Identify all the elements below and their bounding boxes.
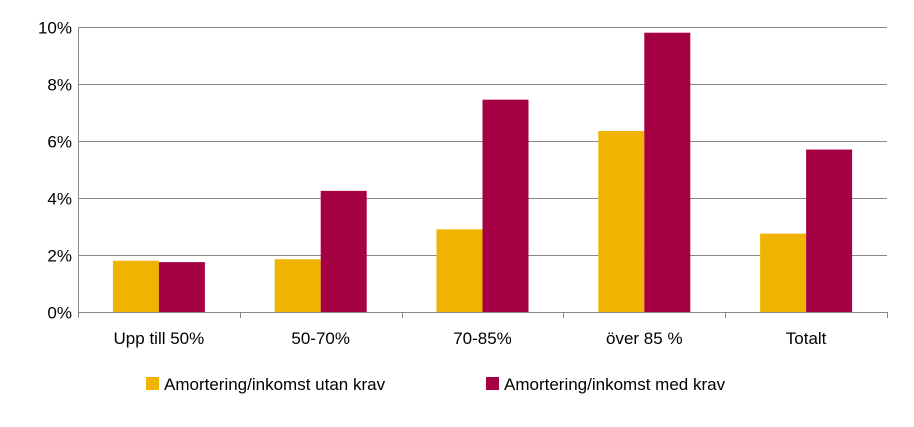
bar	[158, 262, 205, 312]
x-axis	[78, 27, 888, 318]
legend: Amortering/inkomst utan krav Amortering/i…	[146, 375, 726, 394]
x-axis-category-labels: Upp till 50% 50-70% 70-85% över 85 % Totalt	[114, 329, 827, 348]
y-tick-label: 0%	[47, 304, 72, 323]
legend-swatch	[486, 377, 499, 390]
x-tick-label: 70-85%	[453, 329, 512, 348]
legend-swatch	[146, 377, 159, 390]
x-tick-label: över 85 %	[606, 329, 683, 348]
y-tick-label: 10%	[38, 19, 72, 38]
bar	[598, 131, 645, 312]
y-tick-label: 8%	[47, 76, 72, 95]
legend-label: Amortering/inkomst utan krav	[164, 375, 386, 394]
bar	[760, 233, 807, 312]
y-axis-tick-labels: 0% 2% 4% 6% 8% 10%	[38, 19, 72, 323]
x-tick-label: Totalt	[786, 329, 827, 348]
y-tick-label: 4%	[47, 190, 72, 209]
x-tick-label: Upp till 50%	[114, 329, 205, 348]
bar	[320, 190, 367, 312]
bar	[112, 260, 159, 312]
bar	[436, 229, 483, 312]
bar	[806, 149, 853, 312]
y-tick-label: 2%	[47, 247, 72, 266]
bar	[274, 259, 321, 312]
bar	[644, 32, 691, 312]
legend-label: Amortering/inkomst med krav	[504, 375, 726, 394]
bars	[112, 32, 853, 312]
x-tick-label: 50-70%	[291, 329, 350, 348]
bar	[482, 99, 529, 312]
y-tick-label: 6%	[47, 133, 72, 152]
